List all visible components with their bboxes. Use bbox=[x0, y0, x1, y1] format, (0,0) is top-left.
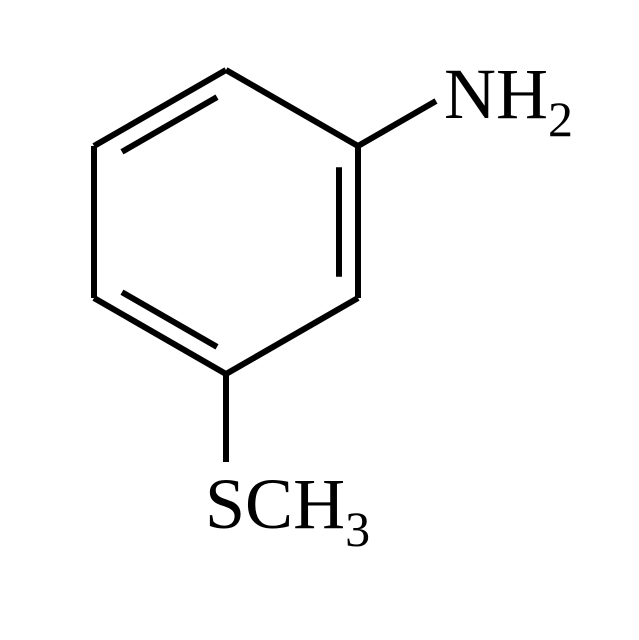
bond-C3-C4 bbox=[226, 298, 358, 374]
bond-C2-amine bbox=[358, 101, 436, 146]
molecule-diagram: NH2 SCH3 bbox=[0, 0, 639, 640]
bond-C6-C1 bbox=[94, 70, 226, 146]
bond-C1-C2 bbox=[226, 70, 358, 146]
label-thiomethyl: SCH3 bbox=[205, 464, 370, 557]
label-amine: NH2 bbox=[444, 54, 573, 147]
bond-C4-C5 bbox=[94, 298, 226, 374]
